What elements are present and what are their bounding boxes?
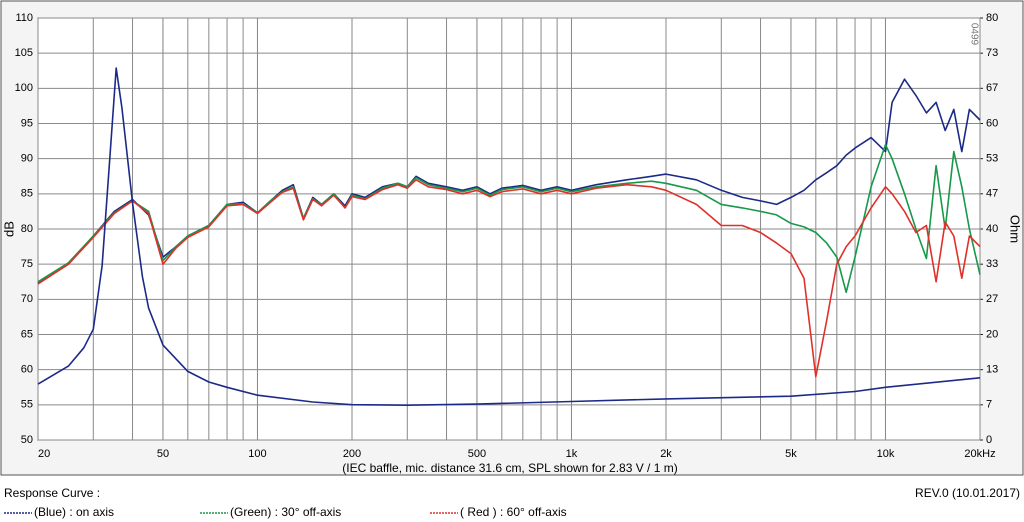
x-tick-label: 10k bbox=[877, 448, 895, 460]
x-axis-label: (IEC baffle, mic. distance 31.6 cm, SPL … bbox=[342, 461, 677, 475]
y-axis-label: dB bbox=[1, 221, 16, 237]
y2-tick-label: 60 bbox=[986, 117, 998, 129]
x-tick-label: 100 bbox=[248, 448, 266, 460]
y2-tick-label: 40 bbox=[986, 223, 998, 235]
y-tick-label: 75 bbox=[21, 258, 33, 270]
y2-tick-label: 27 bbox=[986, 293, 998, 305]
series-line bbox=[37, 78, 981, 284]
y2-tick-label: 73 bbox=[986, 47, 998, 59]
y2-axis-label: Ohm bbox=[1008, 215, 1023, 243]
y-tick-label: 55 bbox=[21, 399, 33, 411]
y-tick-label: 80 bbox=[21, 223, 33, 235]
y2-tick-label: 0 bbox=[986, 434, 992, 446]
x-tick-label: 20 bbox=[38, 448, 50, 460]
y2-tick-label: 53 bbox=[986, 153, 998, 165]
y2-tick-label: 67 bbox=[986, 82, 998, 94]
y-tick-label: 110 bbox=[15, 12, 33, 24]
legend-title: Response Curve : bbox=[4, 486, 100, 500]
x-tick-label: 2k bbox=[660, 448, 672, 460]
y2-tick-label: 13 bbox=[986, 364, 998, 376]
legend-label: (Green) : 30° off-axis bbox=[230, 505, 341, 519]
series-line bbox=[37, 179, 981, 378]
legend-label: ( Red ) : 60° off-axis bbox=[460, 505, 567, 519]
x-tick-label: 200 bbox=[343, 448, 361, 460]
series-line bbox=[37, 143, 981, 294]
code: 0499 bbox=[968, 23, 979, 46]
x-tick-label: 1k bbox=[566, 448, 578, 460]
y-tick-label: 95 bbox=[21, 117, 33, 129]
y2-tick-label: 7 bbox=[986, 399, 992, 411]
legend-label: (Blue) : on axis bbox=[34, 505, 114, 519]
y-tick-label: 100 bbox=[15, 82, 33, 94]
x-tick-label: 500 bbox=[468, 448, 486, 460]
y-tick-label: 90 bbox=[21, 153, 33, 165]
y-tick-label: 50 bbox=[21, 434, 33, 446]
y-tick-label: 85 bbox=[21, 188, 33, 200]
x-tick-label: 5k bbox=[785, 448, 797, 460]
y2-tick-label: 80 bbox=[986, 12, 998, 24]
y-tick-label: 65 bbox=[21, 328, 33, 340]
y2-tick-label: 33 bbox=[986, 258, 998, 270]
x-tick-label: 20kHz bbox=[964, 448, 995, 460]
y2-tick-label: 47 bbox=[986, 188, 998, 200]
series-line bbox=[37, 67, 981, 406]
revision: REV.0 (10.01.2017) bbox=[915, 486, 1020, 500]
y2-tick-label: 20 bbox=[986, 328, 998, 340]
y-tick-label: 105 bbox=[15, 47, 33, 59]
y-tick-label: 70 bbox=[21, 293, 33, 305]
x-tick-label: 50 bbox=[157, 448, 169, 460]
y-tick-label: 60 bbox=[21, 364, 33, 376]
